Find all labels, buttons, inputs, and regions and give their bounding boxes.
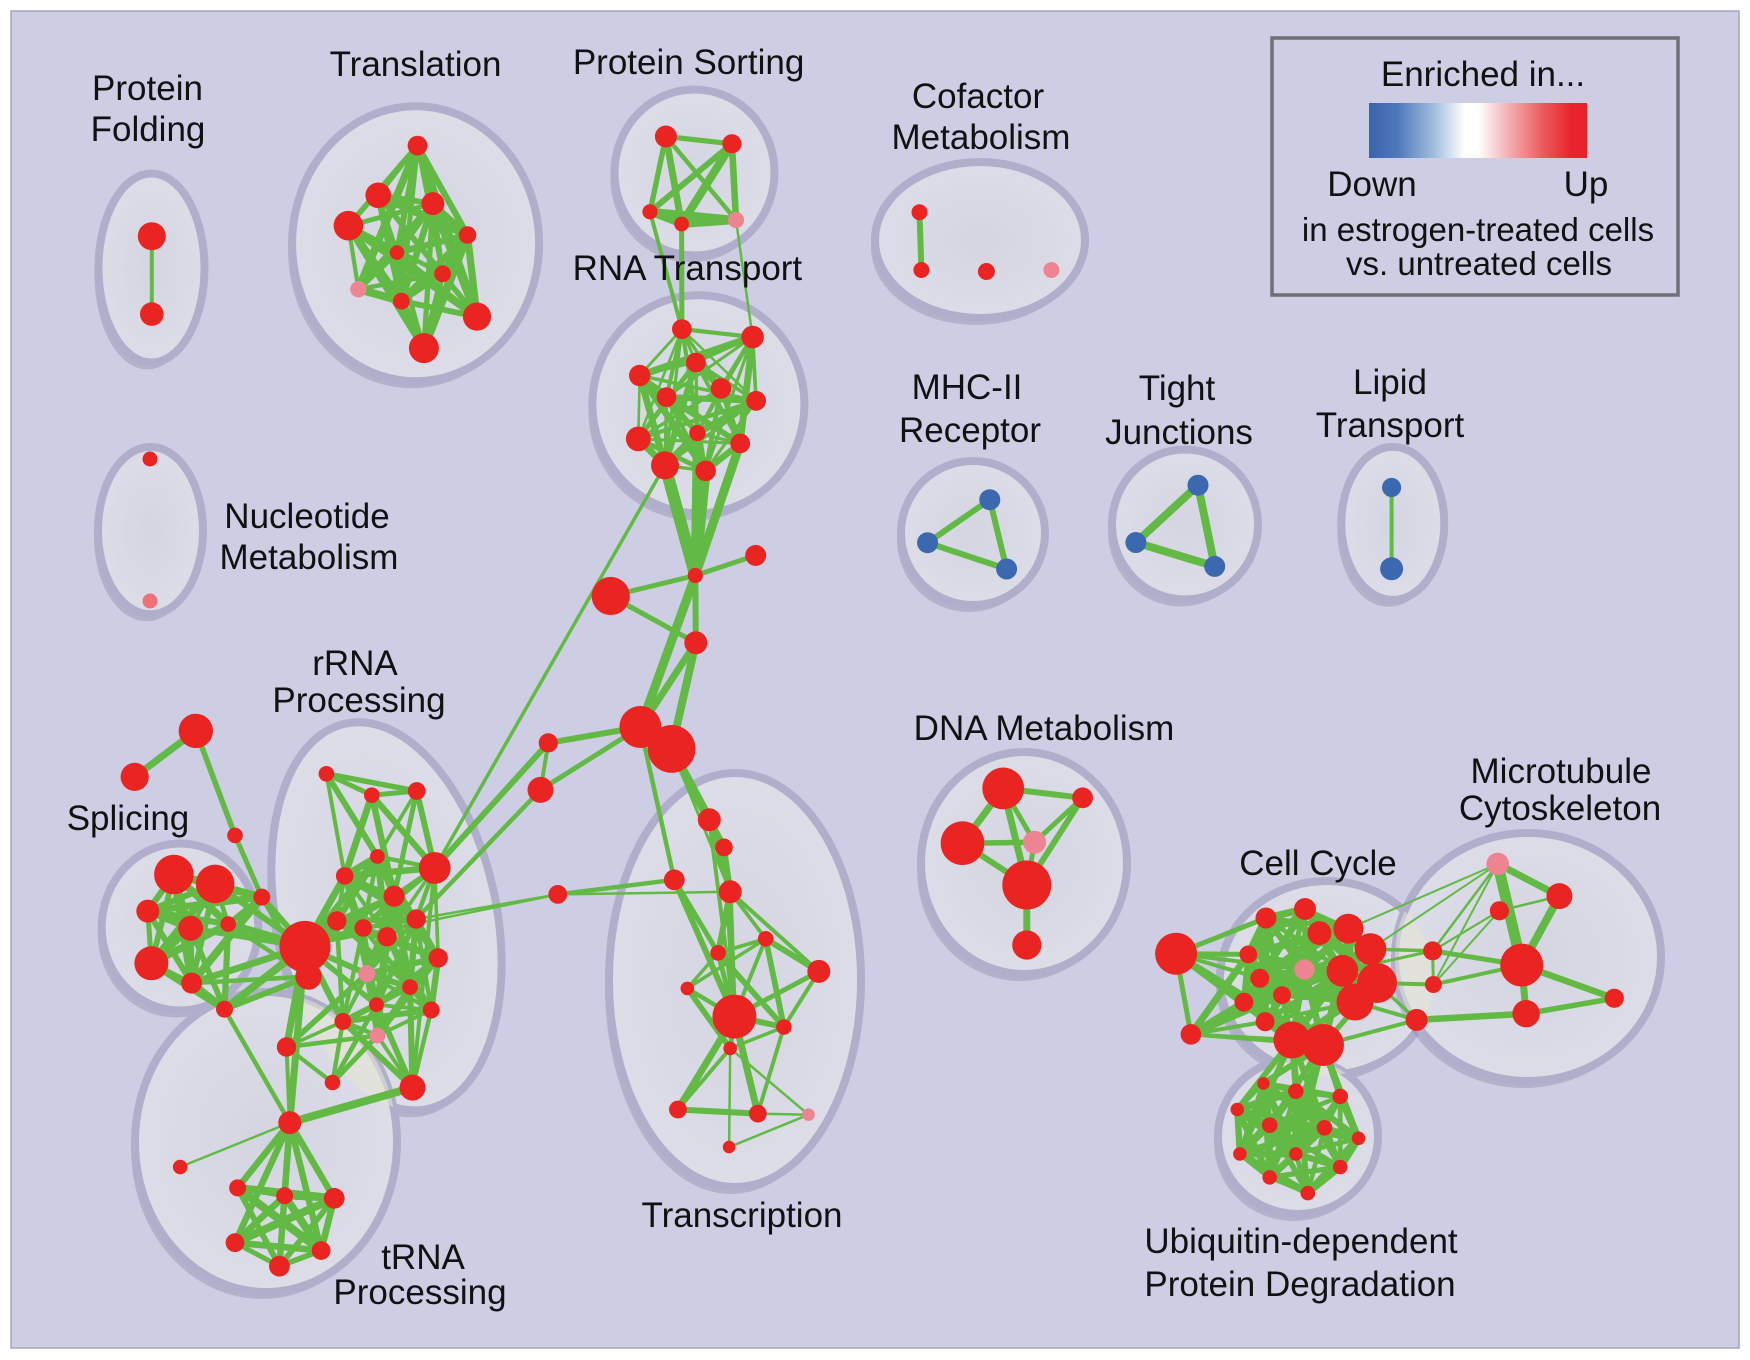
svg-text:Cytoskeleton: Cytoskeleton	[1459, 789, 1661, 828]
svg-text:MHC-II: MHC-II	[912, 368, 1023, 407]
svg-text:Metabolism: Metabolism	[892, 118, 1071, 157]
svg-text:Cofactor: Cofactor	[912, 77, 1045, 116]
svg-text:rRNA: rRNA	[312, 644, 398, 683]
svg-text:Microtubule: Microtubule	[1471, 752, 1652, 791]
svg-text:Tight: Tight	[1139, 369, 1216, 408]
svg-text:Lipid: Lipid	[1353, 363, 1427, 402]
svg-text:Receptor: Receptor	[899, 411, 1041, 450]
svg-text:Transport: Transport	[1316, 406, 1465, 445]
svg-text:Protein Degradation: Protein Degradation	[1144, 1265, 1455, 1304]
svg-text:Splicing: Splicing	[67, 799, 190, 838]
svg-text:Transcription: Transcription	[642, 1196, 843, 1235]
svg-text:Down: Down	[1327, 165, 1416, 204]
svg-text:Nucleotide: Nucleotide	[224, 497, 389, 536]
svg-text:Enriched in...: Enriched in...	[1381, 55, 1585, 94]
svg-text:Ubiquitin-dependent: Ubiquitin-dependent	[1144, 1222, 1458, 1261]
svg-text:in estrogen-treated cells: in estrogen-treated cells	[1302, 211, 1654, 248]
svg-text:Translation: Translation	[330, 45, 502, 84]
svg-text:Cell Cycle: Cell Cycle	[1239, 844, 1397, 883]
svg-text:Protein Sorting: Protein Sorting	[573, 43, 805, 82]
svg-text:Metabolism: Metabolism	[220, 538, 399, 577]
svg-text:RNA Transport: RNA Transport	[573, 249, 803, 288]
svg-text:tRNA: tRNA	[381, 1238, 465, 1277]
svg-text:Processing: Processing	[333, 1273, 506, 1312]
svg-text:Protein: Protein	[92, 69, 203, 108]
svg-text:Junctions: Junctions	[1105, 413, 1253, 452]
svg-text:Folding: Folding	[91, 110, 206, 149]
svg-text:vs. untreated cells: vs. untreated cells	[1346, 245, 1612, 282]
svg-text:Processing: Processing	[272, 681, 445, 720]
svg-text:Up: Up	[1564, 165, 1609, 204]
svg-text:DNA Metabolism: DNA Metabolism	[914, 709, 1175, 748]
